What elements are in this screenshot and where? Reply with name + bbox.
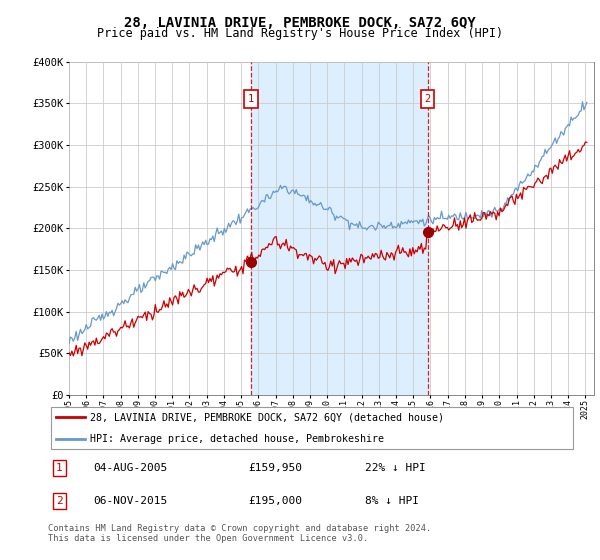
Text: 28, LAVINIA DRIVE, PEMBROKE DOCK, SA72 6QY (detached house): 28, LAVINIA DRIVE, PEMBROKE DOCK, SA72 6… [90, 412, 444, 422]
Text: 22% ↓ HPI: 22% ↓ HPI [365, 463, 425, 473]
Text: 2: 2 [56, 496, 62, 506]
Text: 2: 2 [425, 94, 431, 104]
Text: £195,000: £195,000 [248, 496, 302, 506]
Text: 28, LAVINIA DRIVE, PEMBROKE DOCK, SA72 6QY: 28, LAVINIA DRIVE, PEMBROKE DOCK, SA72 6… [124, 16, 476, 30]
Bar [251, 62, 428, 395]
Text: 8% ↓ HPI: 8% ↓ HPI [365, 496, 419, 506]
FancyBboxPatch shape [50, 407, 574, 449]
Text: 06-NOV-2015: 06-NOV-2015 [93, 496, 167, 506]
Text: £159,950: £159,950 [248, 463, 302, 473]
Text: Contains HM Land Registry data © Crown copyright and database right 2024.
This d: Contains HM Land Registry data © Crown c… [48, 524, 431, 543]
Text: HPI: Average price, detached house, Pembrokeshire: HPI: Average price, detached house, Pemb… [90, 435, 384, 444]
Text: Price paid vs. HM Land Registry's House Price Index (HPI): Price paid vs. HM Land Registry's House … [97, 27, 503, 40]
Text: 1: 1 [56, 463, 62, 473]
Text: 04-AUG-2005: 04-AUG-2005 [93, 463, 167, 473]
Text: 1: 1 [248, 94, 254, 104]
